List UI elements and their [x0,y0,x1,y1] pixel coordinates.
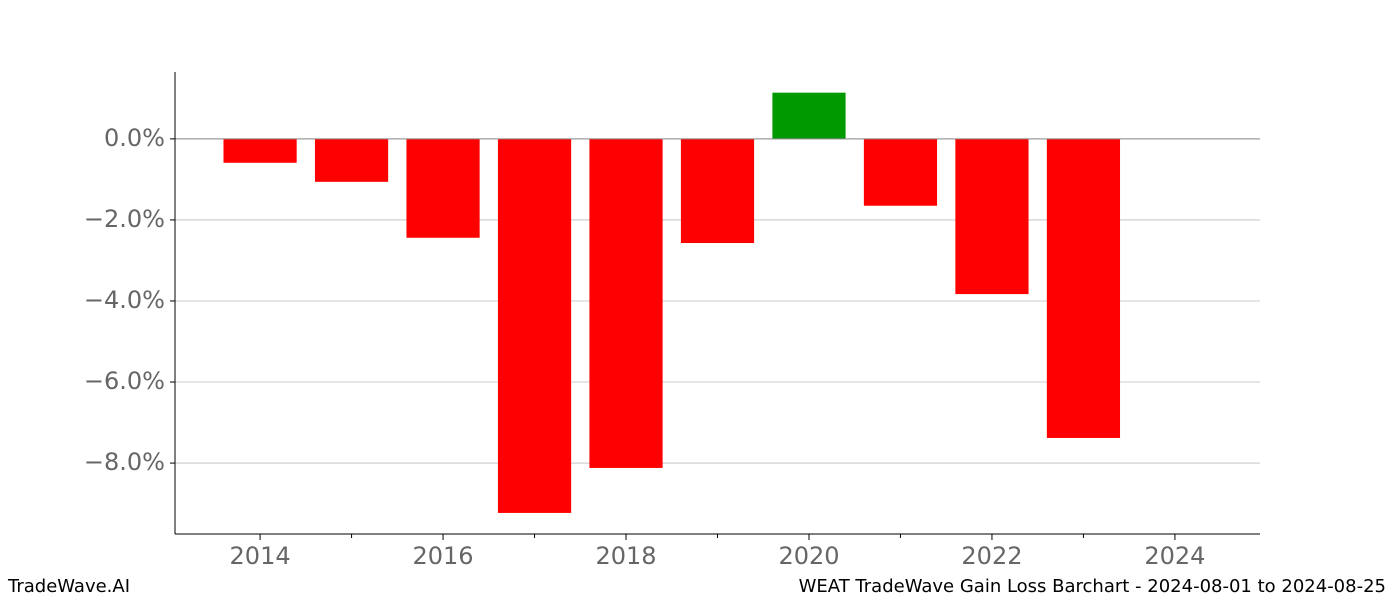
x-tick-label: 2014 [230,542,291,570]
bar [863,138,938,206]
brand: TradeWave.AI [7,576,130,597]
bar [955,138,1029,295]
bar [406,138,480,238]
chart-title: WEAT TradeWave Gain Loss Barchart - 2024… [799,576,1386,597]
x-tick-label: 2018 [595,542,656,570]
bar [589,138,663,468]
x-tick-label: 2022 [961,542,1022,570]
y-tick-label: −2.0% [84,205,165,233]
y-tick-label: 0.0% [104,124,165,152]
y-tick-label: −6.0% [84,367,165,395]
y-tick-label: −4.0% [84,286,165,314]
bar [772,92,846,139]
bar [1046,138,1121,438]
bar [680,138,755,244]
x-tick-label: 2016 [413,542,474,570]
bar [223,138,297,163]
x-tick-label: 2020 [778,542,839,570]
bar [497,138,572,513]
y-tick-label: −8.0% [84,448,165,476]
bar [314,138,389,182]
x-tick-label: 2024 [1144,542,1205,570]
